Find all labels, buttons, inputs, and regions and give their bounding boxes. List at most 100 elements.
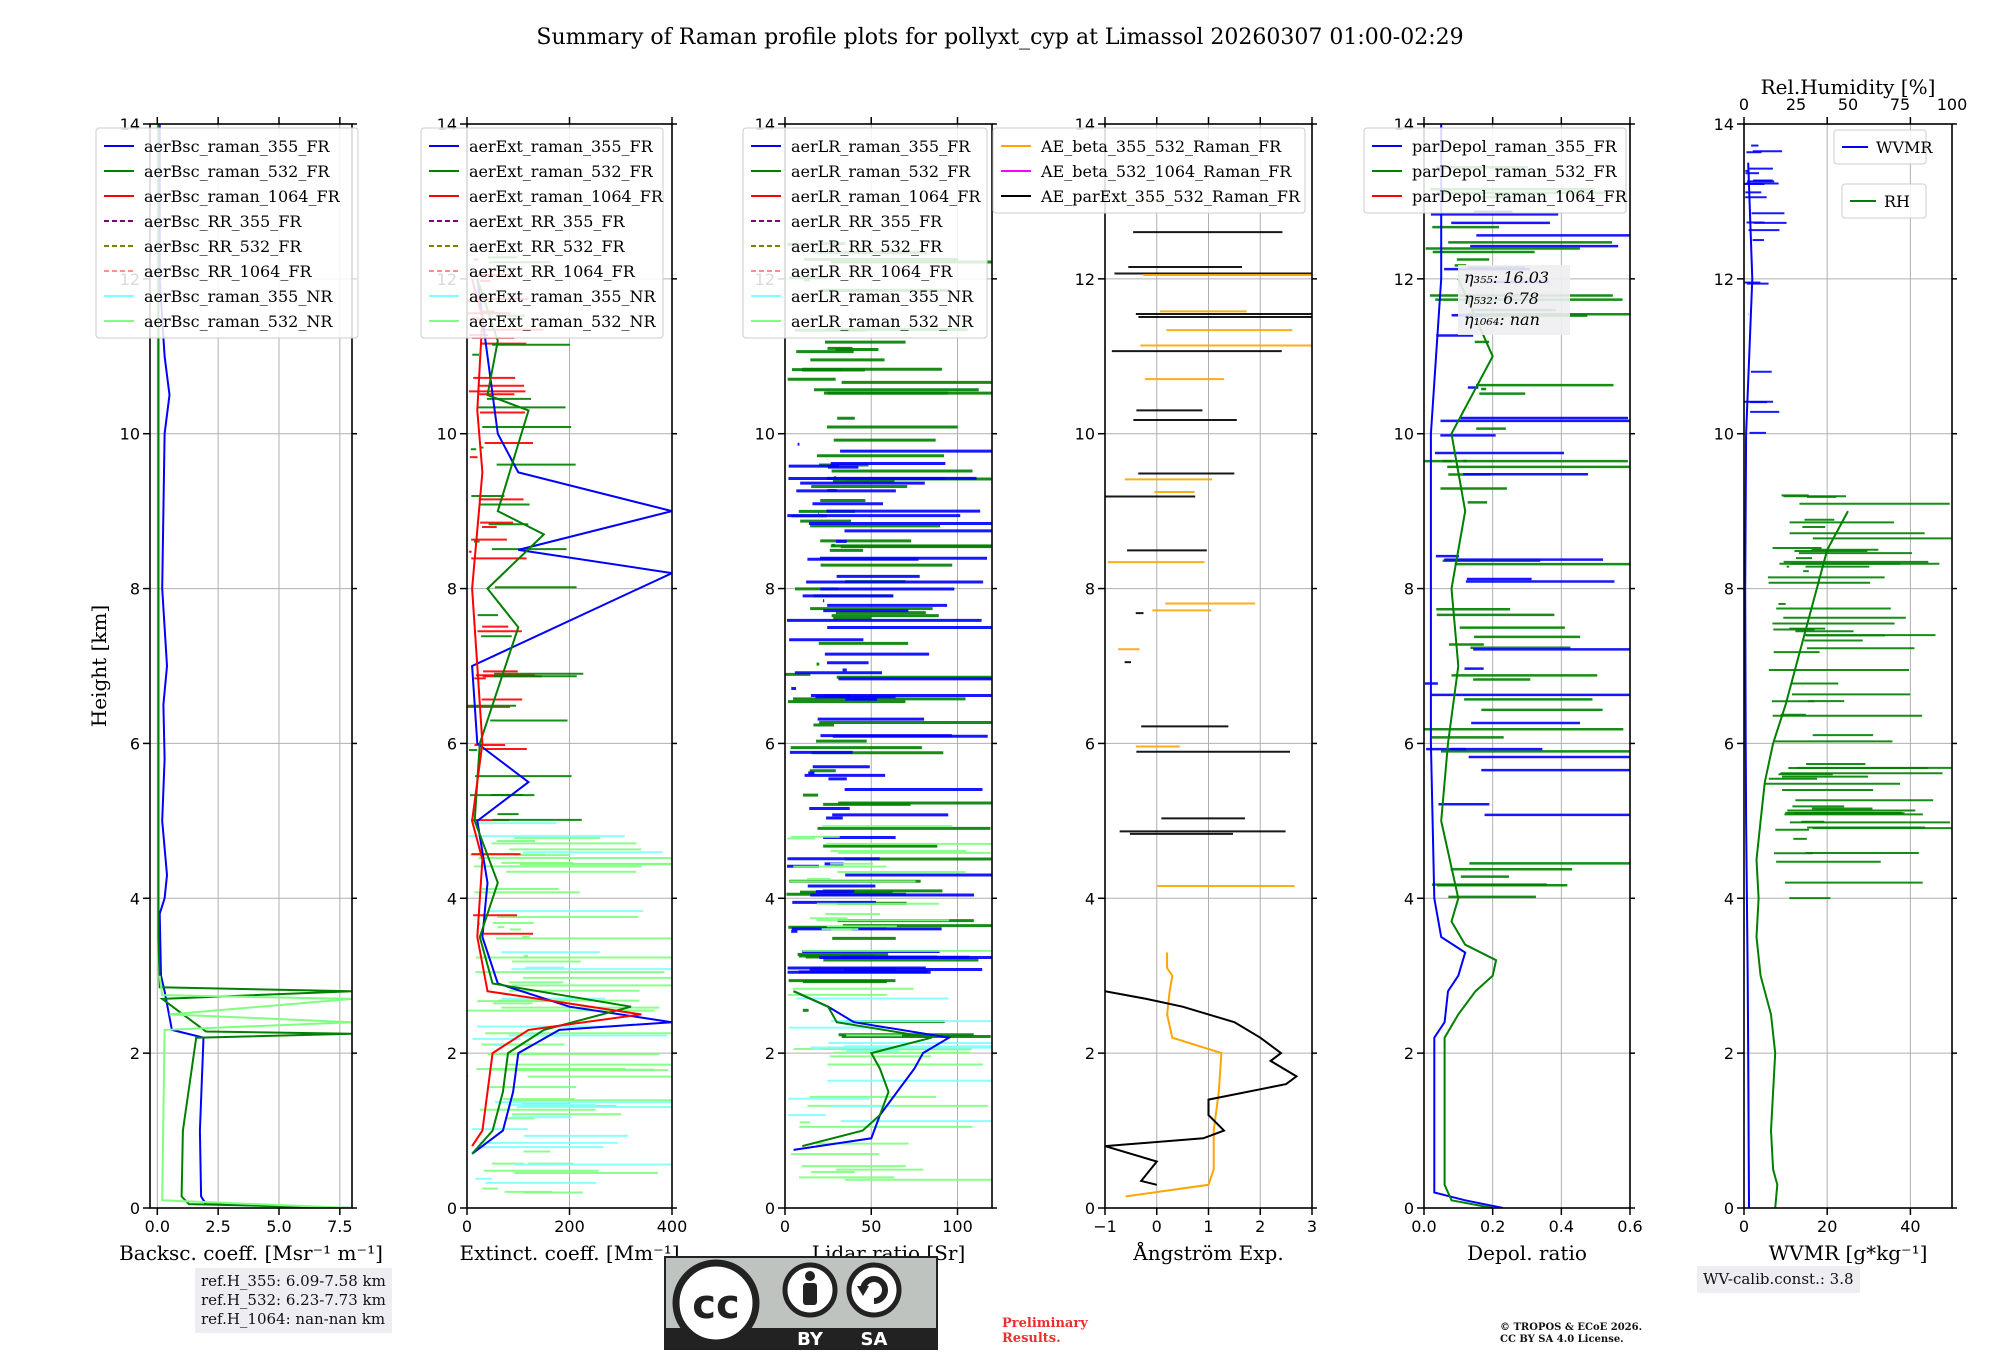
legend-label: aerExt_raman_532_FR: [469, 162, 654, 181]
y-tick-label: 6: [765, 734, 775, 753]
legend: parDepol_raman_355_FR parDepol_raman_532_…: [1363, 127, 1628, 214]
eta-value: η₃₅₅: 16.03: [1464, 268, 1549, 287]
legend: WVMR RH: [1833, 129, 1933, 219]
legend-label: aerExt_RR_355_FR: [469, 212, 626, 231]
cc-logo-icon: [672, 1259, 760, 1347]
x-axis-label: Backsc. coeff. [Msr⁻¹ m⁻¹]: [119, 1241, 383, 1265]
x-tick-label: 0: [462, 1217, 472, 1236]
y-tick-label: 8: [447, 580, 457, 599]
y-tick-label: 12: [1075, 270, 1095, 289]
x-tick-label: 400: [657, 1217, 688, 1236]
x-tick-label: 0.4: [1549, 1217, 1574, 1236]
legend-label: aerLR_RR_1064_FR: [791, 262, 953, 281]
x-tick-label: 0: [780, 1217, 790, 1236]
legend-box: [1841, 183, 1927, 219]
sa-label: SA: [861, 1329, 888, 1350]
x-tick-label: 100: [942, 1217, 973, 1236]
series-line: [158, 124, 352, 1208]
legend-label: aerLR_raman_1064_FR: [791, 187, 981, 206]
x-tick-label: 0.0: [1411, 1217, 1436, 1236]
legend: aerExt_raman_355_FR aerExt_raman_532_FRae…: [420, 127, 664, 339]
x2-tick-label: 0: [1739, 95, 1749, 114]
series-line: [1105, 990, 1299, 1186]
legend-label: parDepol_raman_355_FR: [1412, 137, 1618, 156]
series-line: [471, 278, 642, 1147]
noise-group: [1744, 144, 1952, 900]
x2-tick-label: 100: [1937, 95, 1968, 114]
y-tick-label: 10: [755, 425, 775, 444]
ref-height-355: ref.H_355: 6.09-7.58 km: [201, 1272, 386, 1290]
noise-group: [467, 256, 672, 1194]
legend-label: aerBsc_RR_532_FR: [144, 237, 302, 256]
axes-frame: [149, 123, 353, 1209]
legend-label: AE_beta_355_532_Raman_FR: [1040, 137, 1282, 156]
y-tick-label: 10: [120, 425, 140, 444]
x-tick-label: 200: [554, 1217, 585, 1236]
preliminary-line-2: Results.: [1002, 1331, 1061, 1346]
axes-frame: [1743, 123, 1953, 1209]
y-tick-label: 4: [447, 889, 457, 908]
cc-license-badge: cc BY SA: [664, 1256, 938, 1350]
y-tick-label: 8: [765, 580, 775, 599]
panel-bsc: 0.02.55.07.502468101214Backsc. coeff. [M…: [87, 115, 383, 1265]
y-tick-label: 4: [1404, 889, 1414, 908]
eta-box: [1458, 264, 1570, 335]
y-tick-label: 8: [1724, 580, 1734, 599]
legend-label: AE_parExt_355_532_Raman_FR: [1040, 187, 1301, 206]
legend-label: WVMR: [1876, 138, 1933, 157]
x-axis-label: Ångström Exp.: [1132, 1240, 1283, 1265]
legend: aerLR_raman_355_FR aerLR_raman_532_FR aerL…: [742, 127, 988, 339]
legend-label: aerLR_raman_355_FR: [791, 137, 971, 156]
x-tick-label: −1: [1093, 1217, 1117, 1236]
legend-label: aerExt_raman_532_NR: [469, 312, 657, 331]
y-tick-label: 8: [1085, 580, 1095, 599]
copyright-line-2: CC BY SA 4.0 License.: [1500, 1334, 1624, 1345]
by-label: BY: [797, 1329, 824, 1350]
y-tick-label: 6: [447, 734, 457, 753]
x-axis-label: Depol. ratio: [1467, 1241, 1587, 1265]
x-tick-label: 0: [1739, 1217, 1749, 1236]
series-line: [1440, 278, 1498, 1208]
noise-group: [1105, 198, 1312, 887]
y-tick-label: 4: [1724, 889, 1734, 908]
legend-label: aerLR_RR_532_FR: [791, 237, 943, 256]
legend-box: [742, 127, 988, 339]
y-tick-label: 0: [1404, 1199, 1414, 1218]
series-line: [471, 278, 672, 1155]
series-line: [793, 990, 952, 1151]
legend-label: parDepol_raman_532_FR: [1412, 162, 1618, 181]
y-tick-label: 0: [447, 1199, 457, 1218]
legend-label: aerExt_RR_532_FR: [469, 237, 626, 256]
y-tick-label: 4: [130, 889, 140, 908]
x2-axis-label: Rel.Humidity [%]: [1761, 75, 1936, 99]
x-tick-label: 50: [861, 1217, 881, 1236]
preliminary-note: Preliminary Results.: [1002, 1316, 1088, 1346]
x-tick-label: 2.5: [205, 1217, 230, 1236]
y-axis-label: Height [km]: [87, 605, 111, 727]
y-tick-label: 2: [447, 1044, 457, 1063]
ref-height-1064: ref.H_1064: nan-nan km: [201, 1310, 386, 1328]
x-tick-label: 2: [1255, 1217, 1265, 1236]
series-line: [158, 975, 352, 1208]
y-tick-label: 6: [1404, 734, 1414, 753]
figure-title: Summary of Raman profile plots for polly…: [536, 25, 1463, 50]
x-axis-label: WVMR [g*kg⁻¹]: [1769, 1241, 1928, 1265]
legend-label: aerBsc_raman_532_FR: [144, 162, 330, 181]
y-tick-label: 2: [1404, 1044, 1414, 1063]
legend-box: [1363, 127, 1627, 214]
y-tick-label: 12: [1714, 270, 1734, 289]
eta-value: η₁₀₆₄: nan: [1464, 310, 1540, 329]
y-tick-label: 10: [1714, 425, 1734, 444]
noise-group: [785, 242, 992, 1181]
series-line: [793, 990, 932, 1148]
ref-height-532: ref.H_532: 6.23-7.73 km: [201, 1291, 386, 1309]
wv-calib-text: WV-calib.const.: 3.8: [1703, 1270, 1854, 1288]
y-tick-label: 6: [130, 734, 140, 753]
x-tick-label: 40: [1900, 1217, 1920, 1236]
legend-label: aerLR_raman_355_NR: [791, 287, 974, 306]
y-tick-label: 4: [1085, 889, 1095, 908]
legend-label: aerLR_RR_355_FR: [791, 212, 943, 231]
